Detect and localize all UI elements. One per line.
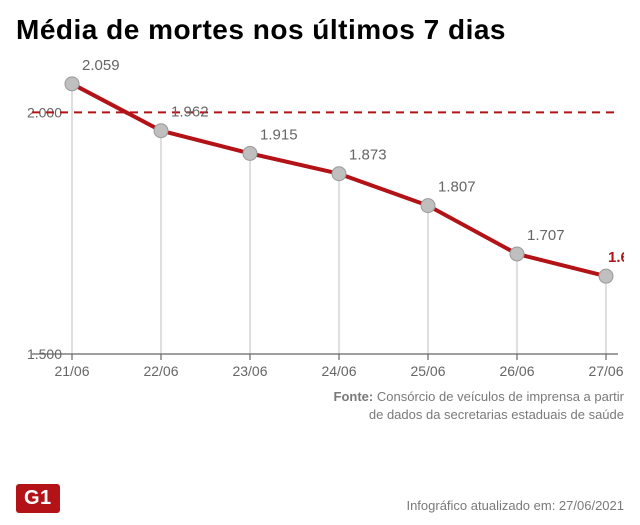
x-tick-label: 24/06 [321, 363, 356, 379]
line-chart-svg: 2.0001.50021/0622/0623/0624/0625/0626/06… [16, 54, 624, 384]
data-marker [332, 167, 346, 181]
source-label: Fonte: [334, 389, 374, 404]
data-label: 1.915 [260, 126, 298, 143]
data-marker [510, 247, 524, 261]
chart-container: Média de mortes nos últimos 7 dias 2.000… [0, 0, 640, 525]
chart-title: Média de mortes nos últimos 7 dias [0, 0, 640, 54]
x-tick-label: 25/06 [410, 363, 445, 379]
data-marker [599, 269, 613, 283]
footer: G1 Infográfico atualizado em: 27/06/2021 [0, 479, 640, 525]
plot-area: 2.0001.50021/0622/0623/0624/0625/0626/06… [16, 54, 624, 384]
source-block: Fonte: Consórcio de veículos de imprensa… [0, 384, 640, 423]
updated-text: Infográfico atualizado em: 27/06/2021 [406, 498, 624, 513]
data-marker [154, 124, 168, 138]
x-tick-label: 21/06 [54, 363, 89, 379]
source-text-2: de dados da secretarias estaduais de saú… [369, 407, 624, 422]
data-marker [65, 77, 79, 91]
data-label: 1.661 [608, 249, 624, 266]
x-tick-label: 22/06 [143, 363, 178, 379]
x-tick-label: 27/06 [588, 363, 623, 379]
source-text-1: Consórcio de veículos de imprensa a part… [377, 389, 624, 404]
data-label: 1.707 [527, 227, 565, 244]
data-label: 1.873 [349, 147, 387, 164]
x-tick-label: 23/06 [232, 363, 267, 379]
brand-logo: G1 [16, 484, 60, 513]
data-label: 1.962 [171, 104, 209, 121]
data-label: 1.807 [438, 179, 476, 196]
data-label: 2.059 [82, 57, 120, 74]
data-marker [243, 146, 257, 160]
x-tick-label: 26/06 [499, 363, 534, 379]
data-marker [421, 199, 435, 213]
